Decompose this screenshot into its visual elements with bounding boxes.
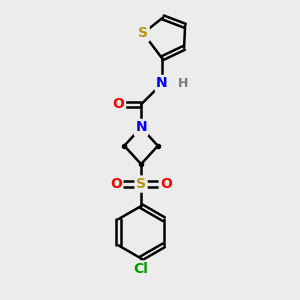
Text: S: S: [138, 26, 148, 40]
Text: N: N: [135, 121, 147, 134]
Text: Cl: Cl: [134, 262, 148, 276]
Text: O: O: [110, 177, 122, 191]
Text: O: O: [112, 98, 124, 111]
Text: H: H: [178, 77, 188, 90]
Text: O: O: [160, 177, 172, 191]
Text: S: S: [136, 177, 146, 191]
Text: N: N: [156, 76, 168, 91]
